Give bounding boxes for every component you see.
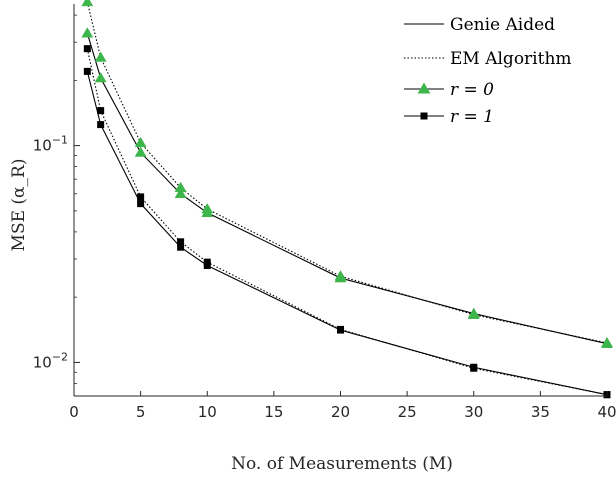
- data-point-triangle: [134, 136, 147, 148]
- legend-label: r = 0: [450, 80, 494, 100]
- data-point-square: [177, 238, 185, 246]
- legend-item-em-algorithm: EM Algorithm: [404, 49, 572, 69]
- x-axis-label: No. of Measurements (M): [231, 454, 453, 474]
- x-tick-label: 40: [597, 403, 616, 421]
- data-point-triangle: [94, 72, 107, 83]
- legend-item-genie-aided: Genie Aided: [404, 15, 555, 35]
- data-point-triangle: [467, 308, 480, 319]
- series-line-3: [86, 48, 608, 396]
- series-line-0: [86, 33, 608, 345]
- x-tick-label: 30: [464, 403, 483, 421]
- data-point-square: [83, 45, 91, 53]
- data-point-triangle: [201, 203, 214, 214]
- legend-label: r = 1: [450, 107, 494, 127]
- data-point-triangle: [174, 181, 187, 192]
- legend-item-r1: r = 1: [404, 107, 494, 127]
- series-line-1: [86, 1, 608, 344]
- data-point-square: [177, 243, 185, 251]
- data-point-square: [97, 107, 105, 115]
- legend-label: EM Algorithm: [450, 49, 572, 69]
- legend-label: Genie Aided: [450, 15, 555, 35]
- data-point-square: [470, 364, 478, 372]
- legend-triangle-marker: [417, 82, 431, 94]
- data-point-square: [97, 121, 105, 129]
- data-point-square: [203, 258, 211, 266]
- y-tick-label: 10−2: [33, 350, 68, 371]
- axes: 0 5 10 15 20 25 30 35 40 10−1 10−2: [33, 4, 616, 421]
- y-tick-label: 10−1: [33, 134, 68, 155]
- data-point-square: [337, 325, 344, 333]
- data-point-square: [137, 193, 145, 201]
- x-tick-label: 10: [198, 403, 217, 421]
- data-point-square: [83, 67, 91, 75]
- y-axis-label: MSE (α_R): [9, 159, 29, 252]
- x-tick-label: 0: [69, 403, 79, 421]
- data-point-triangle: [174, 187, 187, 198]
- legend: Genie Aided EM Algorithm r = 0 r = 1: [404, 15, 572, 127]
- x-tick-label: 35: [531, 403, 550, 421]
- legend-square-marker: [420, 112, 428, 120]
- data-point-triangle: [94, 51, 107, 62]
- series-line-2: [86, 71, 608, 396]
- data-point-triangle: [334, 270, 347, 281]
- data-point-triangle: [601, 336, 613, 348]
- data-point-triangle: [81, 0, 94, 7]
- x-tick-label: 25: [398, 403, 417, 421]
- data-point-triangle: [81, 27, 94, 38]
- x-tick-label: 20: [331, 403, 350, 421]
- legend-item-r0: r = 0: [404, 80, 494, 100]
- data-point-triangle: [134, 146, 147, 157]
- data-point-square: [137, 200, 145, 208]
- x-tick-label: 15: [264, 403, 283, 421]
- x-tick-label: 5: [136, 403, 146, 421]
